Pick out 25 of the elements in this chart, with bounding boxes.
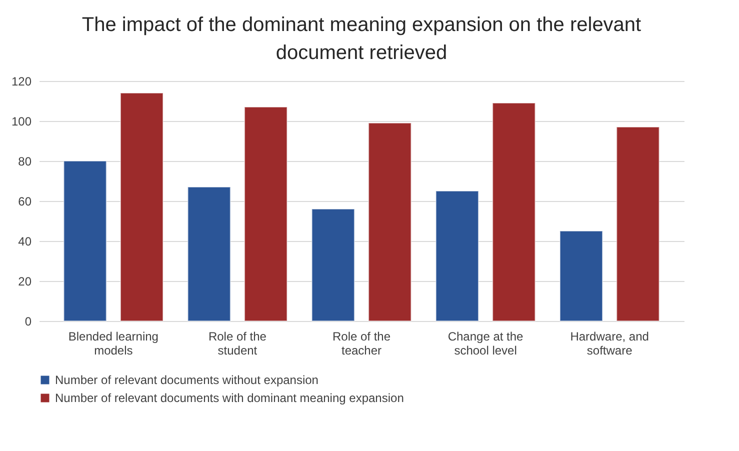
y-tick-label: 0 (24, 314, 32, 328)
x-tick-label: Role of the student (208, 330, 267, 358)
legend-label: Number of relevant documents without expansion (55, 373, 318, 387)
y-tick-label: 60 (18, 194, 32, 208)
bar (120, 92, 164, 322)
x-tick-label: Change at the school level (448, 330, 524, 358)
y-tick-label: 120 (11, 74, 32, 88)
bar (368, 122, 412, 322)
x-tick-label: Blended learning models (68, 330, 158, 358)
y-tick-label: 80 (18, 154, 32, 168)
y-tick-label: 20 (18, 274, 32, 288)
chart-title: The impact of the dominant meaning expansion on the relevant document retrieved (82, 14, 642, 64)
bar (435, 190, 479, 322)
x-tick-label: Role of the teacher (332, 330, 391, 358)
legend-label: Number of relevant documents with dominant meaning expansion (55, 391, 404, 405)
y-tick-label: 100 (11, 114, 32, 128)
bar (492, 102, 536, 322)
bar (311, 208, 355, 322)
bar (559, 230, 603, 322)
y-tick-label: 40 (18, 234, 32, 248)
bar (187, 186, 231, 322)
bar (63, 160, 107, 322)
bar (244, 106, 288, 322)
x-tick-label: Hardware, and software (570, 330, 649, 358)
bar (616, 126, 660, 322)
